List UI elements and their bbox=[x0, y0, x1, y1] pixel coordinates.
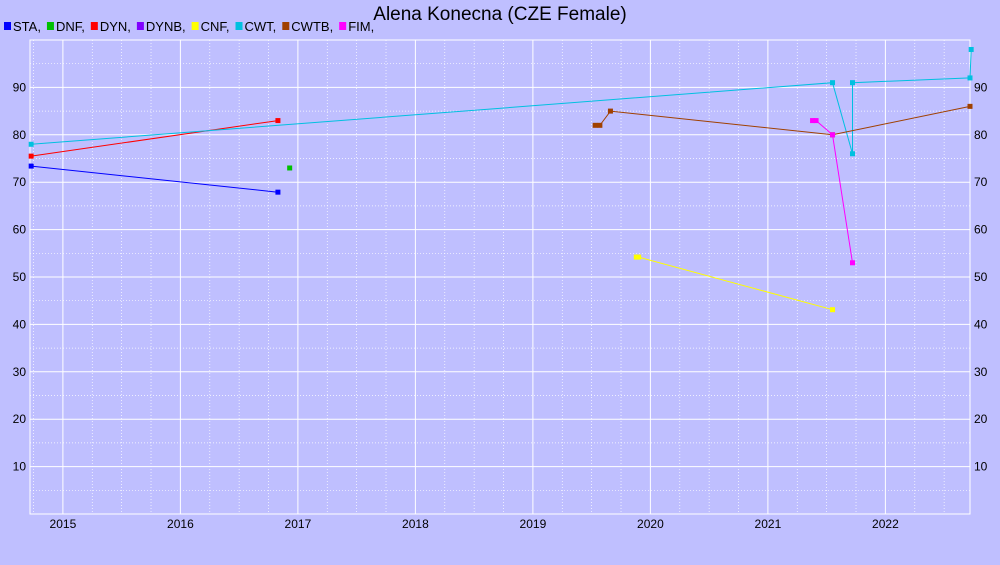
x-tick-label: 2020 bbox=[637, 517, 664, 531]
series-line bbox=[31, 120, 278, 157]
x-tick-label: 2019 bbox=[520, 517, 547, 531]
legend-label: DYNB, bbox=[146, 19, 186, 34]
legend-label: DYN, bbox=[100, 19, 131, 34]
y-tick-label-left: 30 bbox=[13, 365, 27, 379]
legend-label: CWTB, bbox=[291, 19, 333, 34]
series-line bbox=[31, 49, 972, 154]
data-point bbox=[597, 122, 603, 128]
legend: STA, DNF, DYN, DYNB, CNF, CWT, CWTB, FIM, bbox=[4, 19, 374, 34]
data-point bbox=[968, 46, 974, 52]
legend-swatch bbox=[191, 22, 199, 30]
legend-label: CWT, bbox=[245, 19, 277, 34]
y-tick-label-left: 80 bbox=[13, 128, 27, 142]
series-layer bbox=[28, 46, 974, 313]
y-tick-label-right: 80 bbox=[974, 128, 988, 142]
legend-label: STA, bbox=[13, 19, 41, 34]
legend-swatch bbox=[339, 22, 347, 30]
legend-swatch bbox=[90, 22, 98, 30]
data-point bbox=[813, 118, 819, 124]
y-tick-label-left: 70 bbox=[13, 175, 27, 189]
y-tick-label-right: 40 bbox=[974, 317, 988, 331]
x-tick-label: 2018 bbox=[402, 517, 429, 531]
x-tick-label: 2015 bbox=[50, 517, 77, 531]
data-point bbox=[636, 254, 642, 260]
y-tick-label-right: 10 bbox=[974, 460, 988, 474]
data-point bbox=[287, 165, 293, 171]
data-point bbox=[967, 103, 973, 109]
x-tick-label: 2016 bbox=[167, 517, 194, 531]
y-tick-label-left: 50 bbox=[13, 270, 27, 284]
legend-swatch bbox=[235, 22, 243, 30]
legend-swatch bbox=[46, 22, 54, 30]
grid bbox=[30, 40, 970, 514]
data-point bbox=[850, 260, 855, 266]
series-sta bbox=[28, 163, 281, 195]
data-point bbox=[810, 118, 816, 124]
series-cwt bbox=[28, 46, 974, 157]
data-point bbox=[830, 80, 836, 86]
data-point bbox=[592, 122, 598, 128]
y-tick-label-left: 40 bbox=[13, 317, 27, 331]
y-tick-label-right: 90 bbox=[974, 80, 988, 94]
x-tick-label: 2021 bbox=[755, 517, 782, 531]
series-dyn bbox=[28, 118, 281, 159]
data-point bbox=[28, 141, 34, 147]
y-tick-label-left: 10 bbox=[13, 460, 27, 474]
data-point bbox=[275, 189, 281, 195]
legend-swatch bbox=[136, 22, 144, 30]
series-fim bbox=[810, 118, 855, 266]
series-dnf bbox=[287, 165, 293, 171]
chart-title: Alena Konecna (CZE Female) bbox=[373, 4, 626, 25]
data-point bbox=[850, 80, 855, 86]
x-tick-label: 2022 bbox=[872, 517, 899, 531]
y-tick-label-right: 50 bbox=[974, 270, 988, 284]
legend-swatch bbox=[4, 22, 11, 30]
y-tick-label-right: 70 bbox=[974, 175, 988, 189]
y-tick-label-left: 90 bbox=[13, 80, 27, 94]
x-tick-label: 2017 bbox=[285, 517, 312, 531]
data-point bbox=[830, 307, 836, 313]
y-tick-label-right: 60 bbox=[974, 223, 988, 237]
legend-swatch bbox=[282, 22, 290, 30]
data-point bbox=[850, 151, 855, 157]
legend-label: CNF, bbox=[201, 19, 230, 34]
y-tick-label-left: 20 bbox=[13, 412, 27, 426]
series-line bbox=[31, 165, 278, 193]
data-point bbox=[967, 75, 973, 81]
data-point bbox=[28, 163, 34, 169]
y-tick-label-left: 60 bbox=[13, 223, 27, 237]
y-tick-label-right: 20 bbox=[974, 412, 988, 426]
y-tick-label-right: 30 bbox=[974, 365, 988, 379]
legend-label: FIM, bbox=[348, 19, 374, 34]
legend-label: DNF, bbox=[56, 19, 85, 34]
data-point bbox=[28, 153, 34, 159]
data-point bbox=[275, 118, 281, 124]
series-cnf bbox=[633, 254, 836, 313]
data-point bbox=[830, 132, 836, 138]
data-point bbox=[607, 108, 613, 114]
